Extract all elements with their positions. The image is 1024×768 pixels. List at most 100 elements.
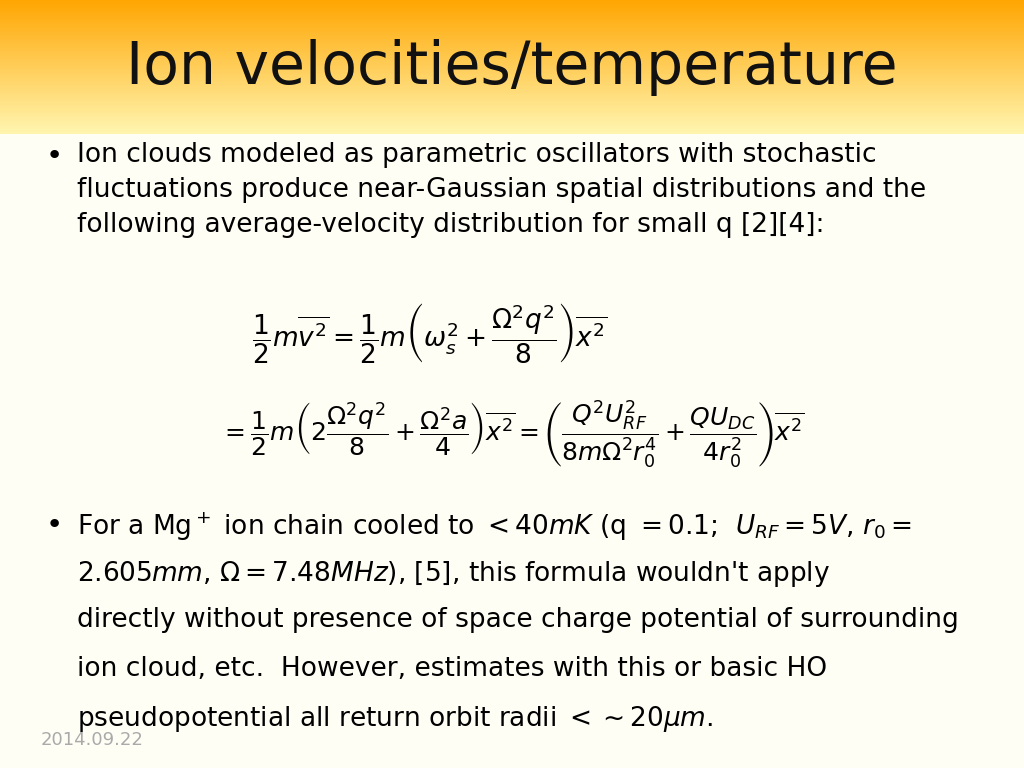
FancyBboxPatch shape	[0, 95, 1024, 97]
FancyBboxPatch shape	[0, 36, 1024, 38]
FancyBboxPatch shape	[0, 127, 1024, 129]
FancyBboxPatch shape	[0, 52, 1024, 54]
FancyBboxPatch shape	[0, 106, 1024, 108]
FancyBboxPatch shape	[0, 94, 1024, 95]
FancyBboxPatch shape	[0, 91, 1024, 93]
FancyBboxPatch shape	[0, 55, 1024, 57]
FancyBboxPatch shape	[0, 2, 1024, 3]
FancyBboxPatch shape	[0, 82, 1024, 84]
Text: Ion clouds modeled as parametric oscillators with stochastic
fluctuations produc: Ion clouds modeled as parametric oscilla…	[77, 142, 926, 238]
FancyBboxPatch shape	[0, 105, 1024, 106]
FancyBboxPatch shape	[0, 8, 1024, 9]
FancyBboxPatch shape	[0, 90, 1024, 91]
Text: $\dfrac{1}{2}m\overline{v^2} = \dfrac{1}{2}m\left(\omega_s^2 + \dfrac{\Omega^2 q: $\dfrac{1}{2}m\overline{v^2} = \dfrac{1}…	[253, 302, 607, 366]
FancyBboxPatch shape	[0, 71, 1024, 73]
FancyBboxPatch shape	[0, 51, 1024, 52]
FancyBboxPatch shape	[0, 93, 1024, 94]
FancyBboxPatch shape	[0, 31, 1024, 32]
FancyBboxPatch shape	[0, 27, 1024, 28]
FancyBboxPatch shape	[0, 9, 1024, 11]
FancyBboxPatch shape	[0, 131, 1024, 132]
FancyBboxPatch shape	[0, 63, 1024, 65]
FancyBboxPatch shape	[0, 125, 1024, 127]
Text: Ion velocities/temperature: Ion velocities/temperature	[126, 38, 898, 96]
FancyBboxPatch shape	[0, 120, 1024, 121]
FancyBboxPatch shape	[0, 81, 1024, 82]
FancyBboxPatch shape	[0, 59, 1024, 61]
FancyBboxPatch shape	[0, 50, 1024, 51]
FancyBboxPatch shape	[0, 5, 1024, 7]
FancyBboxPatch shape	[0, 65, 1024, 66]
FancyBboxPatch shape	[0, 122, 1024, 124]
FancyBboxPatch shape	[0, 32, 1024, 34]
FancyBboxPatch shape	[0, 41, 1024, 43]
FancyBboxPatch shape	[0, 75, 1024, 77]
FancyBboxPatch shape	[0, 104, 1024, 105]
FancyBboxPatch shape	[0, 114, 1024, 116]
FancyBboxPatch shape	[0, 124, 1024, 125]
FancyBboxPatch shape	[0, 73, 1024, 74]
FancyBboxPatch shape	[0, 14, 1024, 15]
FancyBboxPatch shape	[0, 62, 1024, 63]
FancyBboxPatch shape	[0, 121, 1024, 122]
FancyBboxPatch shape	[0, 78, 1024, 79]
FancyBboxPatch shape	[0, 20, 1024, 22]
FancyBboxPatch shape	[0, 108, 1024, 109]
FancyBboxPatch shape	[0, 16, 1024, 18]
Text: 2014.09.22: 2014.09.22	[41, 731, 143, 749]
FancyBboxPatch shape	[0, 118, 1024, 120]
FancyBboxPatch shape	[0, 89, 1024, 90]
FancyBboxPatch shape	[0, 129, 1024, 131]
FancyBboxPatch shape	[0, 132, 1024, 133]
FancyBboxPatch shape	[0, 0, 1024, 2]
FancyBboxPatch shape	[0, 54, 1024, 55]
FancyBboxPatch shape	[0, 111, 1024, 113]
FancyBboxPatch shape	[0, 30, 1024, 31]
FancyBboxPatch shape	[0, 102, 1024, 104]
FancyBboxPatch shape	[0, 101, 1024, 102]
FancyBboxPatch shape	[0, 79, 1024, 81]
Text: $= \dfrac{1}{2}m\left(2\dfrac{\Omega^2 q^2}{8} + \dfrac{\Omega^2 a}{4}\right)\ov: $= \dfrac{1}{2}m\left(2\dfrac{\Omega^2 q…	[220, 399, 804, 469]
FancyBboxPatch shape	[0, 34, 1024, 35]
FancyBboxPatch shape	[0, 15, 1024, 16]
FancyBboxPatch shape	[0, 48, 1024, 50]
FancyBboxPatch shape	[0, 117, 1024, 118]
FancyBboxPatch shape	[0, 12, 1024, 14]
FancyBboxPatch shape	[0, 113, 1024, 114]
FancyBboxPatch shape	[0, 74, 1024, 75]
FancyBboxPatch shape	[0, 35, 1024, 36]
FancyBboxPatch shape	[0, 25, 1024, 27]
FancyBboxPatch shape	[0, 38, 1024, 39]
FancyBboxPatch shape	[0, 19, 1024, 20]
FancyBboxPatch shape	[0, 39, 1024, 41]
FancyBboxPatch shape	[0, 68, 1024, 70]
FancyBboxPatch shape	[0, 66, 1024, 68]
FancyBboxPatch shape	[0, 4, 1024, 5]
FancyBboxPatch shape	[0, 57, 1024, 58]
FancyBboxPatch shape	[0, 23, 1024, 25]
FancyBboxPatch shape	[0, 47, 1024, 48]
FancyBboxPatch shape	[0, 3, 1024, 4]
FancyBboxPatch shape	[0, 84, 1024, 86]
Text: ion cloud, etc.  However, estimates with this or basic HO: ion cloud, etc. However, estimates with …	[77, 656, 827, 682]
Text: pseudopotential all return orbit radii $< {\sim}20\mu m$.: pseudopotential all return orbit radii $…	[77, 704, 713, 734]
FancyBboxPatch shape	[0, 58, 1024, 59]
FancyBboxPatch shape	[0, 22, 1024, 23]
FancyBboxPatch shape	[0, 45, 1024, 46]
Text: •: •	[46, 511, 63, 538]
FancyBboxPatch shape	[0, 43, 1024, 45]
FancyBboxPatch shape	[0, 77, 1024, 78]
FancyBboxPatch shape	[0, 70, 1024, 71]
FancyBboxPatch shape	[0, 46, 1024, 47]
Text: directly without presence of space charge potential of surrounding: directly without presence of space charg…	[77, 607, 958, 634]
FancyBboxPatch shape	[0, 133, 1024, 134]
FancyBboxPatch shape	[0, 11, 1024, 12]
Text: For a Mg$^+$ ion chain cooled to $<40mK$ (q $= 0.1$;  $U_{RF} = 5V$, $r_0 =$: For a Mg$^+$ ion chain cooled to $<40mK$…	[77, 511, 912, 543]
FancyBboxPatch shape	[0, 116, 1024, 117]
FancyBboxPatch shape	[0, 88, 1024, 89]
Text: •: •	[46, 142, 63, 170]
FancyBboxPatch shape	[0, 61, 1024, 62]
FancyBboxPatch shape	[0, 109, 1024, 111]
FancyBboxPatch shape	[0, 18, 1024, 19]
FancyBboxPatch shape	[0, 7, 1024, 8]
